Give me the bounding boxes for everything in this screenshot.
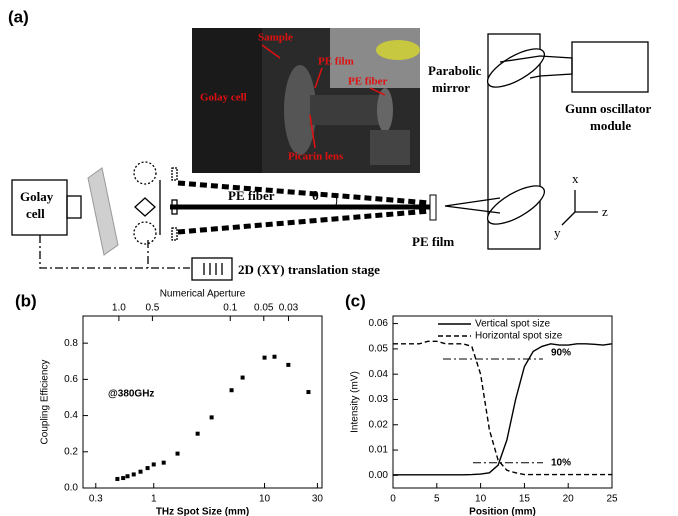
point — [262, 355, 267, 360]
axis-name: x — [572, 171, 579, 186]
mirror-label: Parabolic — [428, 63, 482, 78]
point — [229, 388, 234, 393]
y-tick-label: 0.06 — [369, 318, 389, 329]
y-tick-label: 0.6 — [64, 374, 78, 385]
axis-name: z — [602, 204, 608, 219]
point — [115, 476, 120, 481]
gunn-label: module — [590, 118, 631, 133]
y-tick-label: 0.01 — [369, 445, 389, 456]
photo-label: Sample — [258, 32, 293, 44]
y-axis-label: Intensity (mV) — [350, 371, 361, 433]
reference-label: 90% — [551, 348, 571, 359]
legend-label: Horizontal spot size — [475, 331, 563, 342]
x-tick-label: 10 — [259, 494, 271, 505]
point — [175, 451, 180, 456]
point — [306, 390, 311, 395]
film-label: PE film — [412, 234, 454, 249]
plot-frame — [82, 315, 323, 489]
x-tick-label: 30 — [312, 494, 324, 505]
photo-label: PE film — [318, 56, 354, 68]
y-tick-label: 0.2 — [64, 446, 78, 457]
point — [138, 469, 143, 474]
x-tick-label: 15 — [519, 494, 531, 505]
photo-label: PE fiber — [348, 76, 388, 88]
y-tick-label: 0.8 — [64, 338, 78, 349]
point — [131, 472, 136, 477]
x2-tick-label: 1.0 — [112, 303, 126, 314]
golay-label: Golay — [20, 189, 54, 204]
x-tick-label: 1 — [151, 494, 157, 505]
line — [393, 340, 612, 476]
point — [195, 431, 200, 436]
theta-label: θ — [312, 188, 319, 203]
panel-label: (c) — [345, 291, 366, 310]
optics — [11, 33, 649, 281]
point — [151, 462, 156, 467]
point — [272, 354, 277, 359]
point — [145, 466, 150, 471]
point — [240, 375, 245, 380]
x2-axis-label: Numerical Aperture — [160, 289, 246, 300]
x2-tick-label: 0.03 — [279, 303, 299, 314]
photo-label: Picarin lens — [288, 151, 344, 163]
line — [393, 343, 613, 476]
y-axis-label: Coupling Efficiency — [40, 360, 51, 445]
fiber-label: PE fiber — [228, 188, 275, 203]
annotation: @380GHz — [108, 389, 154, 400]
axis-name: y — [554, 225, 561, 240]
x-tick-label: 5 — [434, 494, 440, 505]
y-tick-label: 0.02 — [369, 419, 389, 430]
x2-tick-label: 0.1 — [223, 303, 237, 314]
point — [161, 460, 166, 465]
gunn-label: Gunn oscillator — [565, 101, 652, 116]
panel-label: (a) — [8, 7, 29, 26]
x-axis-label: THz Spot Size (mm) — [156, 507, 249, 516]
y-tick-label: 0.00 — [369, 470, 389, 481]
y-tick-label: 0.05 — [369, 344, 389, 355]
photo-label: Golay cell — [200, 92, 247, 104]
x-tick-label: 0.3 — [89, 494, 103, 505]
golay-label: cell — [26, 206, 45, 221]
mirror-label: mirror — [432, 80, 470, 95]
y-tick-label: 0.4 — [64, 410, 78, 421]
point — [125, 474, 130, 479]
point — [286, 362, 291, 367]
y-tick-label: 0.0 — [64, 483, 78, 494]
x-axis-label: Position (mm) — [469, 507, 536, 516]
y-tick-label: 0.03 — [369, 394, 389, 405]
x2-tick-label: 0.5 — [145, 303, 159, 314]
x-tick-label: 20 — [563, 494, 575, 505]
stage-label: 2D (XY) translation stage — [238, 262, 380, 277]
point — [121, 476, 126, 481]
slab — [87, 167, 119, 256]
photo — [192, 28, 420, 173]
reference-label: 10% — [551, 457, 571, 468]
y-tick-label: 0.04 — [369, 369, 389, 380]
x-tick-label: 25 — [606, 494, 618, 505]
point — [209, 415, 214, 420]
legend-label: Vertical spot size — [475, 319, 550, 330]
x-tick-label: 0 — [390, 494, 396, 505]
panel-label: (b) — [15, 291, 37, 310]
plot-frame — [392, 315, 613, 489]
x-tick-label: 10 — [475, 494, 487, 505]
x2-tick-label: 0.05 — [254, 303, 274, 314]
